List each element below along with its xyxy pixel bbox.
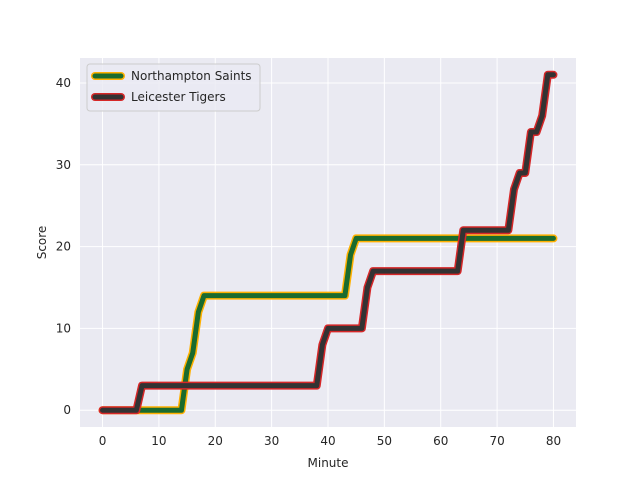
x-tick-label: 0 (99, 434, 107, 448)
legend-label-northampton-saints: Northampton Saints (131, 69, 252, 83)
x-tick-label: 70 (489, 434, 504, 448)
legend-box (86, 63, 261, 112)
legend-label-leicester-tigers: Leicester Tigers (131, 90, 226, 104)
x-tick-label: 40 (320, 434, 335, 448)
series-line-northampton-saints (100, 235, 556, 413)
x-tick-label: 50 (377, 434, 392, 448)
x-tick-label: 10 (151, 434, 166, 448)
y-tick-label: 0 (63, 403, 71, 417)
y-tick-label: 30 (56, 158, 71, 172)
legend: Northampton Saints Leicester Tigers (86, 63, 261, 112)
series-line-leicester-tigers (100, 72, 556, 413)
y-tick-label: 40 (56, 76, 71, 90)
tick-labels: 0 10 20 30 40 50 60 70 80 0 10 20 30 40 (56, 76, 561, 448)
y-tick-label: 10 (56, 321, 71, 335)
x-axis-label: Minute (308, 456, 349, 470)
x-tick-label: 20 (208, 434, 223, 448)
y-axis-label: Score (35, 226, 49, 260)
series-lines (98, 70, 558, 415)
x-tick-label: 30 (264, 434, 279, 448)
x-tick-label: 80 (546, 434, 561, 448)
x-tick-label: 60 (433, 434, 448, 448)
y-tick-label: 20 (56, 240, 71, 254)
